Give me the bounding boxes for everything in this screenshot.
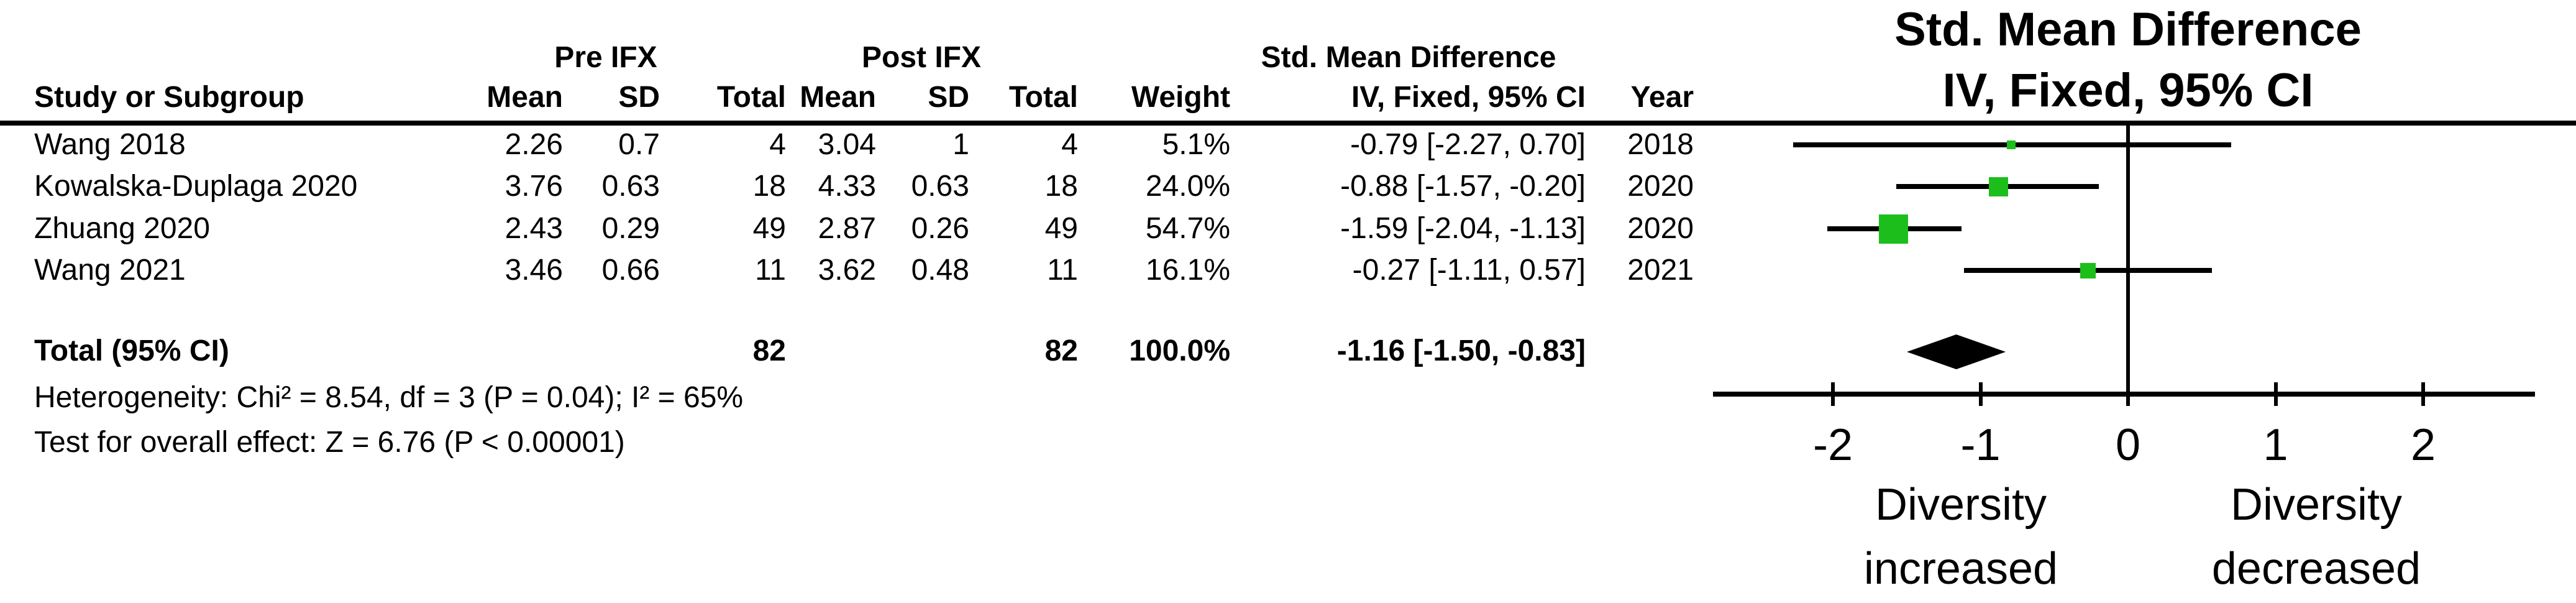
study-name: Wang 2018 — [34, 128, 186, 161]
post-mean: 2.87 — [818, 212, 876, 245]
total-weight: 100.0% — [1129, 334, 1230, 367]
col-header-post-sd: SD — [928, 81, 969, 114]
post-mean: 3.04 — [818, 128, 876, 161]
effect-square — [2080, 262, 2096, 278]
axis-label-left-line2: increased — [1863, 544, 2058, 594]
x-axis-line — [1713, 392, 2535, 397]
pre-total: 4 — [769, 128, 786, 161]
pre-mean: 2.26 — [505, 128, 563, 161]
total-row-label: Total (95% CI) — [34, 334, 229, 367]
overall-effect-text: Test for overall effect: Z = 6.76 (P < 0… — [34, 426, 625, 459]
axis-tick — [2421, 382, 2425, 406]
total-post-total: 82 — [1044, 334, 1078, 367]
axis-tick-label: -1 — [1960, 420, 2001, 470]
weight-value: 5.1% — [1162, 128, 1230, 161]
axis-tick — [1978, 382, 1983, 406]
pre-sd: 0.63 — [601, 170, 660, 203]
col-header-post-total: Total — [1008, 81, 1078, 114]
year-value: 2020 — [1627, 212, 1694, 245]
post-sd: 0.26 — [911, 212, 969, 245]
col-header-pre-total: Total — [716, 81, 786, 114]
group-header-post-ifx: Post IFX — [861, 41, 982, 74]
group-header-smd: Std. Mean Difference — [1261, 41, 1556, 74]
post-total: 11 — [1047, 254, 1078, 287]
total-diamond — [1906, 334, 2006, 369]
weight-value: 16.1% — [1145, 254, 1230, 287]
col-header-study: Study or Subgroup — [34, 81, 304, 114]
post-total: 49 — [1044, 212, 1078, 245]
total-ci-text: -1.16 [-1.50, -0.83] — [1336, 334, 1586, 367]
post-mean: 4.33 — [818, 170, 876, 203]
post-total: 4 — [1061, 128, 1078, 161]
col-header-weight: Weight — [1131, 81, 1230, 114]
post-mean: 3.62 — [818, 254, 876, 287]
axis-label-right-line2: decreased — [2211, 544, 2421, 594]
weight-value: 54.7% — [1145, 212, 1230, 245]
axis-tick — [2273, 382, 2278, 406]
heterogeneity-text: Heterogeneity: Chi² = 8.54, df = 3 (P = … — [34, 381, 744, 414]
pre-sd: 0.7 — [618, 128, 660, 161]
post-sd: 1 — [952, 128, 969, 161]
effect-square — [1878, 214, 1908, 244]
zero-effect-line — [2126, 126, 2130, 393]
effect-square — [1988, 177, 2008, 196]
ci-text: -1.59 [-2.04, -1.13] — [1340, 212, 1586, 245]
study-name: Wang 2021 — [34, 254, 186, 287]
axis-tick-label: 0 — [2115, 420, 2141, 470]
col-header-post-mean: Mean — [800, 81, 876, 114]
col-header-pre-mean: Mean — [486, 81, 563, 114]
ci-text: -0.88 [-1.57, -0.20] — [1340, 170, 1586, 203]
study-name: Kowalska-Duplaga 2020 — [34, 170, 358, 203]
pre-total: 49 — [752, 212, 786, 245]
axis-tick — [2126, 382, 2130, 406]
pre-mean: 3.76 — [505, 170, 563, 203]
group-header-pre-ifx: Pre IFX — [554, 41, 657, 74]
pre-mean: 3.46 — [505, 254, 563, 287]
col-header-ci: IV, Fixed, 95% CI — [1351, 81, 1586, 114]
pre-sd: 0.29 — [601, 212, 660, 245]
post-sd: 0.63 — [911, 170, 969, 203]
post-sd: 0.48 — [911, 254, 969, 287]
year-value: 2021 — [1627, 254, 1694, 287]
axis-label-left-line1: Diversity — [1875, 480, 2047, 530]
header-rule — [0, 121, 2576, 126]
ci-text: -0.79 [-2.27, 0.70] — [1350, 128, 1586, 161]
total-pre-total: 82 — [752, 334, 786, 367]
pre-total: 18 — [752, 170, 786, 203]
axis-tick-label: 2 — [2410, 420, 2436, 470]
year-value: 2020 — [1627, 170, 1694, 203]
pre-total: 11 — [755, 254, 786, 287]
post-total: 18 — [1044, 170, 1078, 203]
axis-label-right-line1: Diversity — [2230, 480, 2402, 530]
pre-mean: 2.43 — [505, 212, 563, 245]
ci-text: -0.27 [-1.11, 0.57] — [1352, 254, 1586, 287]
plot-title-line1: Std. Mean Difference — [1894, 3, 2362, 56]
axis-tick-label: 1 — [2263, 420, 2288, 470]
study-name: Zhuang 2020 — [34, 212, 210, 245]
effect-square — [2007, 140, 2016, 149]
axis-tick-label: -2 — [1812, 420, 1853, 470]
weight-value: 24.0% — [1145, 170, 1230, 203]
year-value: 2018 — [1627, 128, 1694, 161]
pre-sd: 0.66 — [601, 254, 660, 287]
axis-tick — [1831, 382, 1835, 406]
col-header-pre-sd: SD — [618, 81, 660, 114]
col-header-year: Year — [1630, 81, 1694, 114]
plot-title-line2: IV, Fixed, 95% CI — [1942, 64, 2314, 117]
